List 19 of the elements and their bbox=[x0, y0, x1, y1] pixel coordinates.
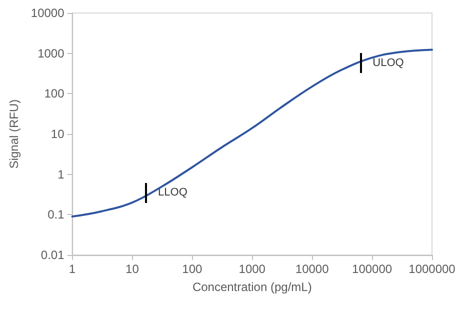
y-tick-label: 0.01 bbox=[40, 248, 65, 262]
y-axis-title: Signal (RFU) bbox=[7, 99, 21, 169]
x-tick-label: 1000 bbox=[238, 262, 266, 276]
x-tick-label: 100000 bbox=[352, 262, 392, 276]
x-tick-label: 1 bbox=[68, 262, 76, 276]
y-tick-label: 0.1 bbox=[48, 208, 65, 222]
y-tick-label: 100 bbox=[44, 86, 65, 101]
y-tick-label: 10000 bbox=[30, 6, 65, 20]
x-tick-label: 1000000 bbox=[408, 262, 456, 276]
y-tick-label: 1 bbox=[58, 167, 65, 182]
y-tick-label: 10 bbox=[50, 127, 65, 141]
y-tick-label: 1000 bbox=[38, 46, 65, 60]
x-tick-label: 100 bbox=[182, 262, 203, 276]
annotation: LLOQ bbox=[158, 186, 188, 199]
line-series bbox=[71, 48, 433, 218]
x-axis-title: Concentration (pg/mL) bbox=[192, 280, 312, 294]
annotation: ULOQ bbox=[372, 56, 404, 69]
x-tick-label: 10000 bbox=[295, 262, 330, 276]
x-tick-label: 10 bbox=[126, 262, 140, 276]
